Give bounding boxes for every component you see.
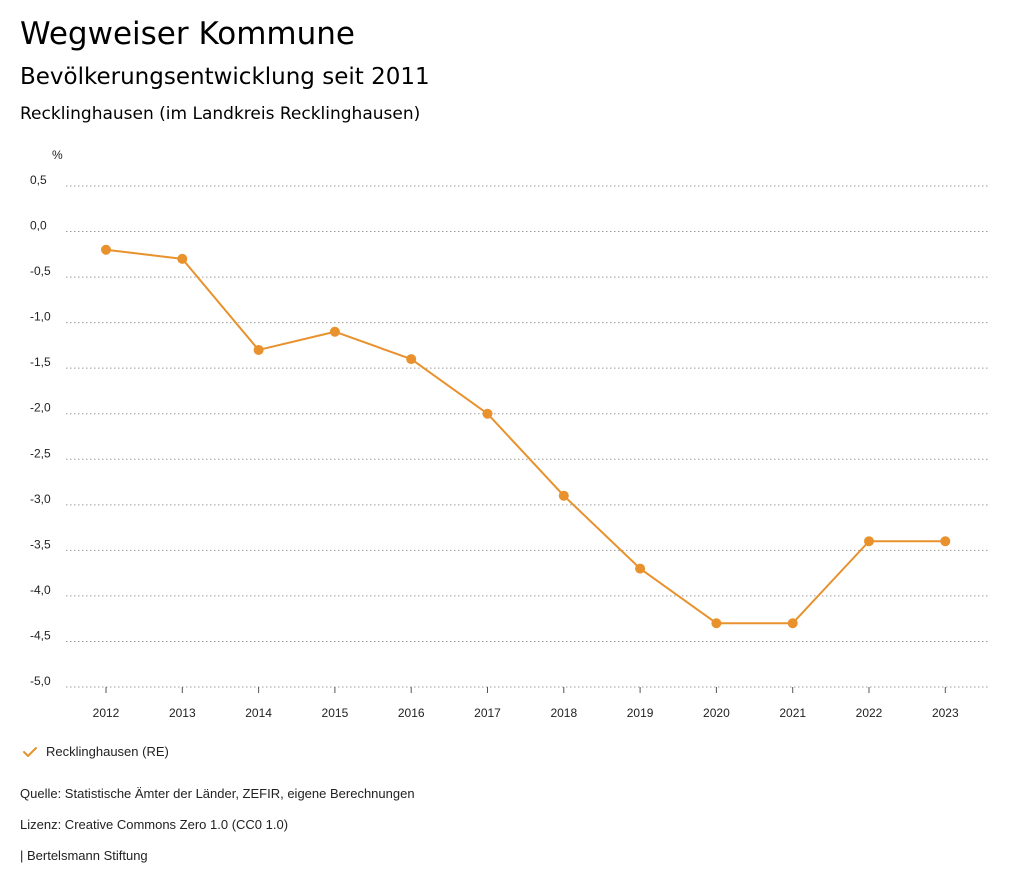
x-tick-label: 2023 xyxy=(932,706,959,720)
x-tick-label: 2022 xyxy=(856,706,883,720)
data-point[interactable] xyxy=(406,354,417,365)
x-tick-label: 2018 xyxy=(550,706,577,720)
y-tick-label: -0,5 xyxy=(30,264,51,278)
series-line xyxy=(105,248,946,625)
source-note: Quelle: Statistische Ämter der Länder, Z… xyxy=(20,786,415,801)
y-tick-label: -1,0 xyxy=(30,310,51,324)
x-tick-label: 2016 xyxy=(398,706,425,720)
data-point[interactable] xyxy=(101,244,111,255)
region-label: Recklinghausen (im Landkreis Recklinghau… xyxy=(20,104,421,124)
data-point[interactable] xyxy=(558,490,569,501)
data-point[interactable] xyxy=(482,408,493,419)
y-tick-label: -3,5 xyxy=(30,537,51,551)
legend-item-recklinghausen[interactable]: Recklinghausen (RE) xyxy=(22,744,169,759)
y-tick-label: 0,5 xyxy=(30,173,47,187)
legend-label: Recklinghausen (RE) xyxy=(46,744,169,759)
x-tick-label: 2013 xyxy=(169,706,196,720)
y-tick-label: -5,0 xyxy=(30,674,51,688)
x-tick-label: 2012 xyxy=(93,706,120,720)
license-note: Lizenz: Creative Commons Zero 1.0 (CC0 1… xyxy=(20,817,289,832)
data-point[interactable] xyxy=(177,253,188,264)
y-tick-label: -2,5 xyxy=(30,446,51,460)
x-axis-ticks: 2012 2013 2014 2015 2016 2017 2018 2019 2020 2021… xyxy=(93,687,959,720)
x-tick-label: 2017 xyxy=(474,706,501,720)
data-point[interactable] xyxy=(940,536,951,547)
y-axis-ticks: 0,5 0,0 -0,5 -1,0 -1,5 -2,0 -2,5 -3,0 -3,5 -4,0 -4… xyxy=(30,173,51,688)
data-point[interactable] xyxy=(329,326,340,337)
publisher-note: | Bertelsmann Stiftung xyxy=(20,848,148,863)
y-tick-label: -1,5 xyxy=(30,355,51,369)
y-axis-unit-label: % xyxy=(52,148,63,162)
data-point[interactable] xyxy=(635,563,646,574)
checkmark-icon xyxy=(23,746,37,757)
page-title: Wegweiser Kommune xyxy=(20,16,355,52)
y-tick-label: -4,5 xyxy=(30,628,51,642)
data-point[interactable] xyxy=(864,536,874,547)
y-tick-label: -4,0 xyxy=(30,583,51,597)
y-tick-label: 0,0 xyxy=(30,219,47,233)
line-chart: % 0,5 0,0 -0,5 -1,0 -1,5 -2,0 -2,5 -3,0 -3,5 -4,0… xyxy=(30,148,990,720)
x-tick-label: 2014 xyxy=(245,706,272,720)
x-tick-label: 2019 xyxy=(627,706,654,720)
y-tick-label: -2,0 xyxy=(30,401,51,415)
series-layer xyxy=(101,244,951,629)
x-tick-label: 2015 xyxy=(322,706,349,720)
x-tick-label: 2021 xyxy=(779,706,806,720)
data-point[interactable] xyxy=(711,618,722,629)
chart-subtitle: Bevölkerungsentwicklung seit 2011 xyxy=(20,64,430,90)
x-tick-label: 2020 xyxy=(703,706,730,720)
data-point[interactable] xyxy=(787,618,798,629)
data-point[interactable] xyxy=(253,344,264,355)
gridlines xyxy=(66,185,990,688)
y-tick-label: -3,0 xyxy=(30,492,51,506)
